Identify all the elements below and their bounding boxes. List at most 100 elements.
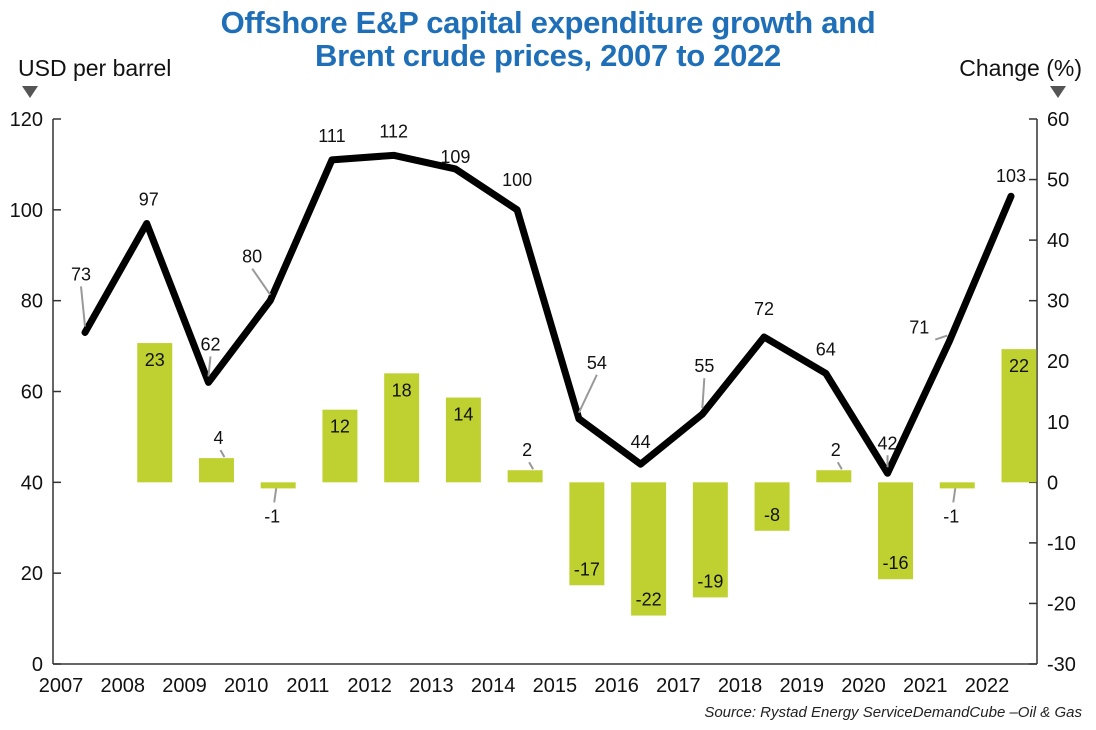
capex-bar [1001,349,1037,483]
left-axis-tick-label: 20 [21,563,43,585]
right-axis-marker-icon [1050,86,1066,98]
price-data-label: 97 [139,189,159,209]
bar-data-label: 18 [392,380,412,400]
bar-label-leader [836,461,843,470]
price-label-leader [80,286,86,327]
price-data-label: 73 [71,264,91,284]
bar-data-label: 4 [213,428,223,448]
bar-data-label: 23 [145,350,165,370]
bar-data-label: -1 [264,506,280,526]
capex-bar [754,482,790,531]
price-data-label: 112 [379,121,408,141]
left-axis-tick-label: 120 [10,109,43,131]
price-data-label: 111 [318,126,345,146]
bar-label-leader [952,488,957,503]
x-axis-tick-label: 2014 [471,675,516,697]
capex-bar [445,397,481,483]
right-axis-tick-label: 0 [1047,472,1058,494]
left-axis-tick-label: 40 [21,472,43,494]
capex-bar [260,482,296,489]
right-axis-tick-label: 20 [1047,351,1069,373]
left-axis-tick-label: 60 [21,382,43,404]
source-note: Source: Rystad Energy ServiceDemandCube … [704,704,1082,721]
bar-data-label: 14 [453,405,473,425]
price-label-leader [701,378,706,409]
left-axis-tick-label: 80 [21,291,43,313]
x-axis-tick-label: 2019 [780,675,825,697]
bar-data-label: -17 [574,559,600,579]
bar-data-label: -8 [764,505,780,525]
x-axis-tick-label: 2013 [409,675,454,697]
chart-title-line1: Offshore E&P capital expenditure growth … [220,5,876,40]
price-data-label: 71 [909,318,929,338]
chart-title: Offshore E&P capital expenditure growth … [0,6,1096,72]
price-data-label: 55 [694,356,714,376]
right-axis-tick-label: -10 [1047,533,1076,555]
price-label-leader [577,374,598,414]
capex-bar [322,409,358,483]
capex-bar [569,482,605,586]
price-data-label: 72 [754,299,774,319]
x-axis-tick-label: 2017 [656,675,701,697]
price-data-label: 42 [878,433,898,453]
x-axis-tick-label: 2009 [162,675,207,697]
x-axis-tick-label: 2021 [903,675,948,697]
left-axis-marker-icon [22,86,38,98]
price-data-label: 100 [502,170,532,190]
right-axis-tick-label: 30 [1047,291,1069,313]
capex-bar [198,458,234,483]
price-data-label: 64 [816,339,836,359]
capex-bar [137,343,173,483]
x-axis-tick-label: 2022 [965,675,1010,697]
left-axis-tick-label: 0 [32,654,43,676]
left-axis-title: USD per barrel [18,55,172,81]
right-axis-tick-label: 50 [1047,170,1069,192]
price-data-label: 80 [242,247,262,267]
bar-data-label: 2 [831,440,841,460]
capex-bar [816,470,852,483]
x-axis-tick-label: 2015 [533,675,578,697]
x-axis-tick-label: 2010 [224,675,269,697]
capex-bar [631,482,667,616]
right-axis-tick-label: 60 [1047,109,1069,131]
capex-bar [939,482,975,489]
price-data-label: 54 [587,353,607,373]
bar-data-label: 12 [330,417,350,437]
capex-bar [692,482,728,598]
price-data-label: 62 [200,334,220,354]
x-axis-tick-label: 2018 [718,675,763,697]
right-axis-tick-label: -20 [1047,593,1076,615]
x-axis-tick-label: 2008 [100,675,145,697]
price-label-leader [207,356,212,377]
price-data-label: 103 [996,166,1026,186]
bar-data-label: -22 [636,590,662,610]
right-axis-tick-label: 40 [1047,230,1069,252]
x-axis-tick-label: 2011 [286,675,329,697]
right-axis-tick-label: 10 [1047,412,1069,434]
price-line [81,151,1015,477]
capex-bar [507,470,543,483]
bar-data-label: 22 [1009,356,1029,376]
right-axis-title: Change (%) [959,55,1082,81]
x-axis-tick-label: 2012 [347,675,392,697]
price-data-label: 109 [440,147,470,167]
chart-title-line2: Brent crude prices, 2007 to 2022 [315,38,781,73]
bar-label-leader [528,461,535,470]
x-axis-tick-label: 2016 [594,675,639,697]
x-axis-tick-label: 2007 [39,675,84,697]
bar-data-label: -16 [883,553,909,573]
bar-data-label: -1 [943,506,959,526]
bar-data-label: -19 [697,571,723,591]
bar-data-label: 2 [522,440,532,460]
capex-bar [878,482,914,580]
x-axis-tick-label: 2020 [841,675,886,697]
price-label-leader [251,268,272,296]
capex-bar [384,373,420,483]
price-data-label: 44 [631,432,651,452]
bar-label-leader [219,449,226,458]
price-label-leader [934,334,948,341]
left-axis-tick-label: 100 [10,200,43,222]
bar-label-leader [273,488,278,503]
right-axis-tick-label: -30 [1047,654,1076,676]
